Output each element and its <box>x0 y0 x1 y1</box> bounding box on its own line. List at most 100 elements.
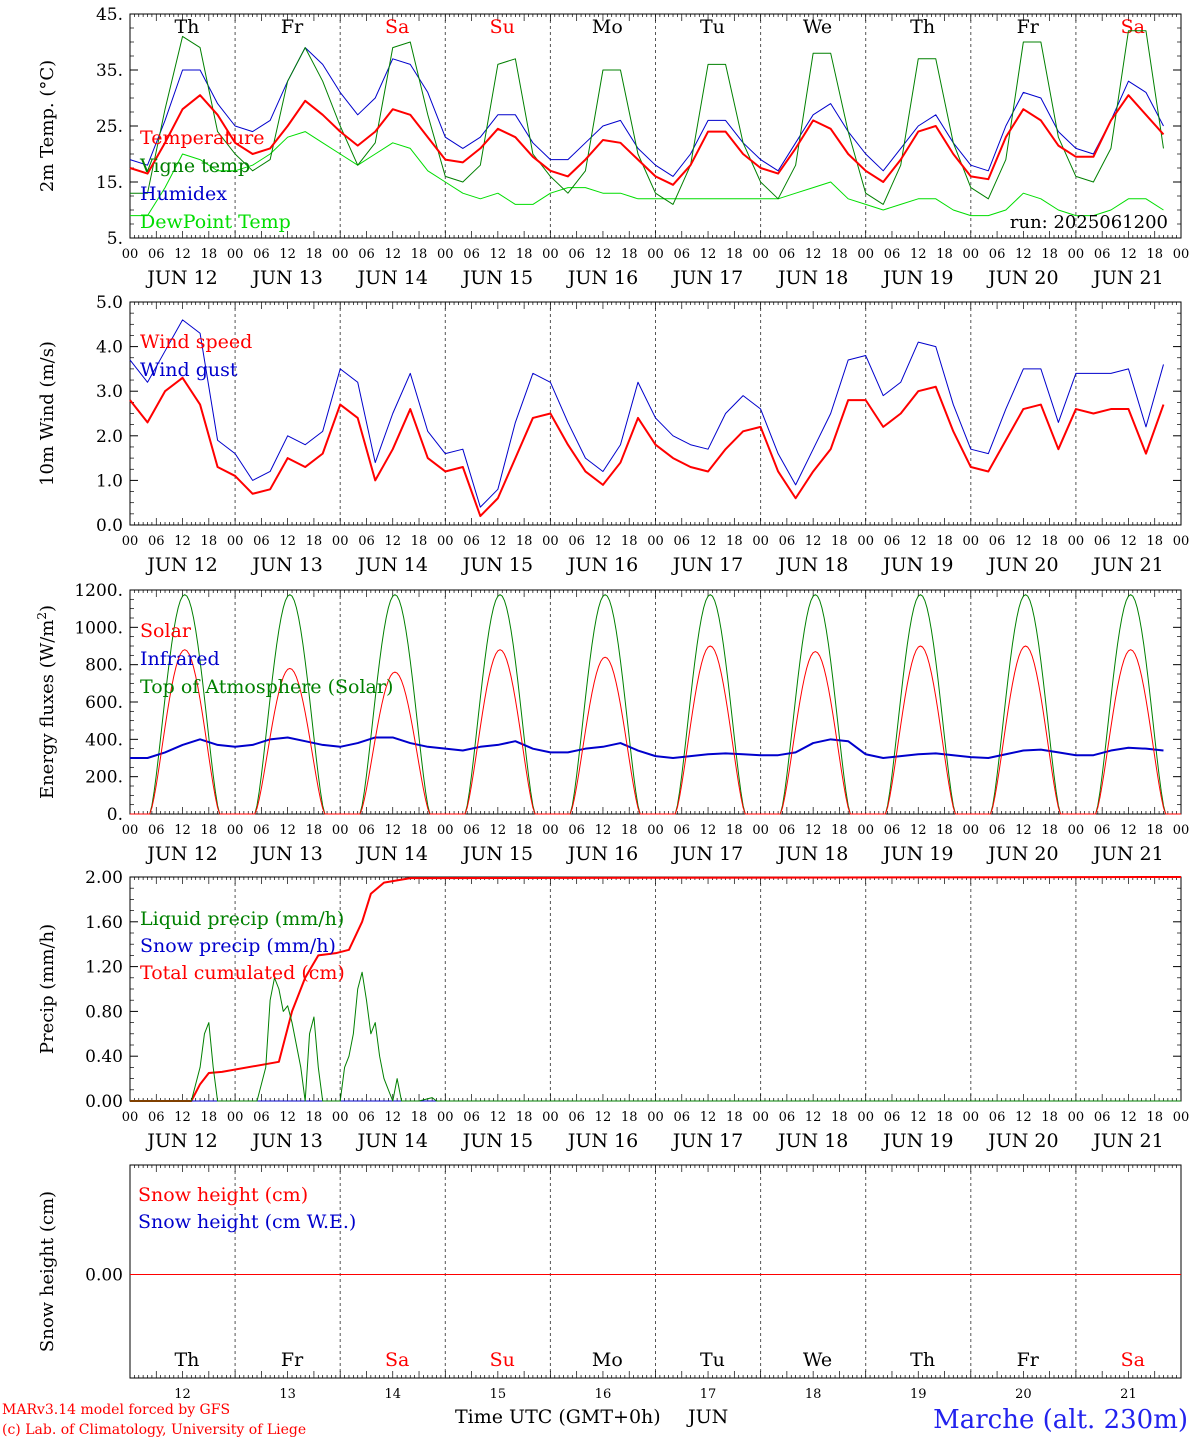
hour-label: 12 <box>174 1110 191 1125</box>
panel-4: 0.00 0.40 0.80 1.20 1.60 2.00 Precip (mm/h) 00 0… <box>37 868 1189 1152</box>
hour-label: 18 <box>201 247 218 262</box>
y-tick-label: 1.0 <box>96 471 123 491</box>
y-tick-label: 35. <box>96 61 123 81</box>
hour-label: 18 <box>306 823 323 838</box>
x-axis-month: JUN <box>686 1406 728 1428</box>
legend-entry: Snow precip (mm/h) <box>140 935 336 957</box>
y-axis-label: Precip (mm/h) <box>37 924 58 1054</box>
hour-label: 00 <box>647 247 664 262</box>
day-label: JUN 19 <box>881 843 953 865</box>
hour-label: 12 <box>490 823 507 838</box>
hour-label: 00 <box>122 1110 139 1125</box>
day-label: JUN 19 <box>881 1130 953 1152</box>
weekday-label: Mo <box>592 16 623 38</box>
day-label: JUN 13 <box>250 554 322 576</box>
day-label: JUN 18 <box>776 1130 848 1152</box>
day-label: JUN 14 <box>356 843 428 865</box>
hour-label: 00 <box>1068 534 1085 549</box>
plot-frame <box>129 301 1182 526</box>
hour-label: 12 <box>910 823 927 838</box>
hour-label: 00 <box>647 534 664 549</box>
hour-label: 06 <box>884 1110 901 1125</box>
plot-frame <box>129 589 1182 815</box>
hour-label: 00 <box>542 823 559 838</box>
hour-label: 00 <box>227 823 244 838</box>
y-tick-label: 1.20 <box>85 958 123 978</box>
hour-label: 00 <box>437 534 454 549</box>
weekday-label: Sa <box>1121 1349 1145 1371</box>
hour-label: 00 <box>963 1110 980 1125</box>
hour-label: 00 <box>857 247 874 262</box>
weekday-label: Fr <box>281 16 304 38</box>
hour-label: 06 <box>568 1110 585 1125</box>
hour-label: 06 <box>463 534 480 549</box>
hour-label: 06 <box>779 247 796 262</box>
day-label: JUN 13 <box>250 1130 322 1152</box>
hour-label: 00 <box>332 534 349 549</box>
hour-label: 12 <box>700 1110 717 1125</box>
hour-label: 12 <box>805 823 822 838</box>
panel-3: 0. 200. 400. 600. 800. 1000. 1200. Energy fluxe… <box>35 581 1189 865</box>
hour-label: 00 <box>227 534 244 549</box>
hour-label: 12 <box>1015 534 1032 549</box>
y-tick-label: 4.0 <box>96 338 123 358</box>
hour-label: 00 <box>752 534 769 549</box>
day-number-label: 14 <box>384 1387 401 1402</box>
hour-label: 06 <box>779 823 796 838</box>
legend-entry: Wind gust <box>140 359 238 381</box>
hour-label: 12 <box>174 247 191 262</box>
weekday-label: Th <box>910 16 935 38</box>
hour-label: 18 <box>621 247 638 262</box>
day-label: JUN 21 <box>1091 554 1163 576</box>
hour-label: 18 <box>411 823 428 838</box>
day-label: JUN 13 <box>250 843 322 865</box>
hour-label: 00 <box>857 534 874 549</box>
hour-label: 06 <box>148 1110 165 1125</box>
legend-entry: Infrared <box>140 648 220 670</box>
weekday-label: Tu <box>700 1349 725 1371</box>
hour-label: 00 <box>437 823 454 838</box>
day-label: JUN 15 <box>461 267 533 289</box>
legend-entry: Wind speed <box>140 331 252 353</box>
hour-label: 18 <box>201 823 218 838</box>
run-label: run: 2025061200 <box>1010 212 1168 233</box>
day-label: JUN 20 <box>986 267 1058 289</box>
legend-entry: Solar <box>140 620 192 642</box>
weekday-label: Th <box>174 16 199 38</box>
day-label: JUN 12 <box>145 554 217 576</box>
legend-entry: Temperature <box>140 127 264 149</box>
hour-label: 06 <box>463 1110 480 1125</box>
hour-label: 18 <box>411 1110 428 1125</box>
hour-label: 12 <box>490 534 507 549</box>
panel-1: 5. 15. 25. 35. 45. 2m Temp. (°C) 00 06 12 18 JUN 1… <box>37 5 1189 289</box>
location-label: Marche (alt. 230m) <box>933 1405 1188 1435</box>
day-label: JUN 20 <box>986 843 1058 865</box>
hour-label: 00 <box>332 247 349 262</box>
hour-label: 00 <box>122 247 139 262</box>
hour-label: 06 <box>1094 247 1111 262</box>
hour-label: 12 <box>1120 823 1137 838</box>
y-tick-label: 600. <box>85 693 123 713</box>
y-tick-label: 2.0 <box>96 427 123 447</box>
hour-label: 12 <box>279 247 296 262</box>
weekday-label: Fr <box>281 1349 304 1371</box>
day-label: JUN 16 <box>566 843 638 865</box>
hour-label: 00 <box>227 1110 244 1125</box>
hour-label: 12 <box>910 247 927 262</box>
hour-label: 00 <box>542 247 559 262</box>
series-line-total-cumulated-cm <box>130 876 1182 1102</box>
hour-label: 12 <box>595 823 612 838</box>
hour-label: 18 <box>516 247 533 262</box>
hour-label: 12 <box>384 823 401 838</box>
hour-label: 06 <box>884 823 901 838</box>
day-label: JUN 14 <box>356 267 428 289</box>
series-line-humidex <box>129 47 1164 177</box>
weekday-label: Fr <box>1017 16 1040 38</box>
hour-label: 18 <box>831 247 848 262</box>
day-label: JUN 15 <box>461 554 533 576</box>
hour-label: 06 <box>1094 534 1111 549</box>
day-number-label: 15 <box>490 1387 507 1402</box>
y-tick-label: 0.40 <box>85 1047 123 1067</box>
day-label: JUN 12 <box>145 267 217 289</box>
hour-label: 18 <box>1146 534 1163 549</box>
